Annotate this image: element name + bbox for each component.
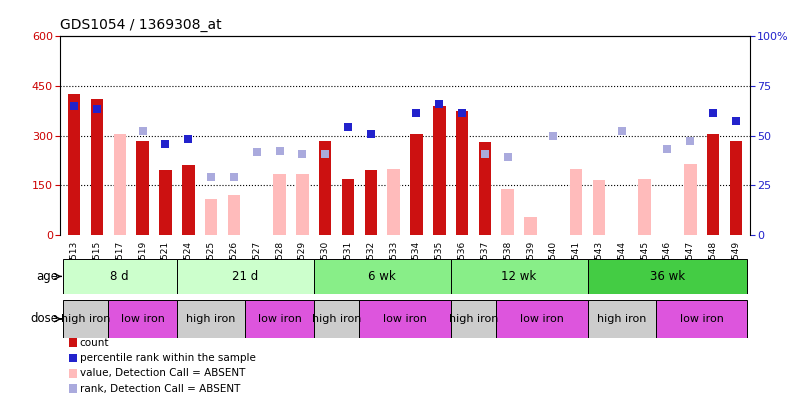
Bar [410,134,422,235]
Bar [479,142,491,235]
Point [250,149,263,156]
Text: low iron: low iron [679,314,724,324]
Text: count: count [80,338,110,347]
Point [410,109,423,116]
Point [90,106,103,113]
Bar [342,179,355,235]
Bar [388,169,400,235]
Text: 21 d: 21 d [232,270,259,283]
Point [318,151,331,157]
Point [227,174,240,180]
Text: value, Detection Call = ABSENT: value, Detection Call = ABSENT [80,369,245,378]
Text: 12 wk: 12 wk [501,270,537,283]
Bar [227,195,240,235]
Bar [684,164,696,235]
Point [729,117,742,124]
Bar [496,300,588,338]
Bar [136,141,149,235]
Point [136,128,149,134]
Text: 36 wk: 36 wk [650,270,685,283]
Text: high iron: high iron [186,314,235,324]
Bar [364,171,377,235]
Bar [314,259,451,294]
Bar [592,180,605,235]
Bar [205,198,218,235]
Text: rank, Detection Call = ABSENT: rank, Detection Call = ABSENT [80,384,240,394]
Bar [177,300,245,338]
Bar [68,94,81,235]
Text: GDS1054 / 1369308_at: GDS1054 / 1369308_at [60,18,222,32]
Bar [273,174,286,235]
Bar [433,106,446,235]
Point [683,137,696,144]
Bar [588,300,656,338]
Bar [570,169,583,235]
Bar [245,300,314,338]
Text: dose: dose [30,312,58,326]
Bar [108,300,177,338]
Text: high iron: high iron [597,314,646,324]
Text: high iron: high iron [449,314,498,324]
Point [501,154,514,160]
Bar [451,300,496,338]
Point [182,136,195,142]
Point [296,151,309,157]
Bar [359,300,451,338]
Point [68,103,81,109]
Point [661,146,674,152]
Bar [319,141,331,235]
Point [707,109,720,116]
Text: 6 wk: 6 wk [368,270,396,283]
Bar [656,300,747,338]
Text: high iron: high iron [61,314,110,324]
Text: high iron: high iron [312,314,361,324]
Bar [729,141,742,235]
Text: age: age [36,270,58,283]
Text: low iron: low iron [520,314,564,324]
Bar [451,259,588,294]
Point [273,147,286,154]
Bar [455,111,468,235]
Bar [588,259,747,294]
Bar [314,300,359,338]
Bar [501,189,514,235]
Text: 8 d: 8 d [110,270,129,283]
Text: low iron: low iron [383,314,427,324]
Text: low iron: low iron [258,314,301,324]
Bar [159,171,172,235]
Point [159,141,172,147]
Bar [114,134,126,235]
Bar [524,217,537,235]
Point [205,174,218,180]
Point [547,132,560,139]
Text: low iron: low iron [121,314,164,324]
Point [433,101,446,107]
Text: percentile rank within the sample: percentile rank within the sample [80,353,256,363]
Bar [296,174,309,235]
Bar [638,179,651,235]
Point [455,109,468,116]
Point [479,151,492,157]
Point [364,131,377,137]
Bar [63,259,177,294]
Bar [91,99,103,235]
Bar [177,259,314,294]
Point [615,128,628,134]
Bar [63,300,108,338]
Point [342,124,355,131]
Bar [707,134,719,235]
Bar [182,165,194,235]
